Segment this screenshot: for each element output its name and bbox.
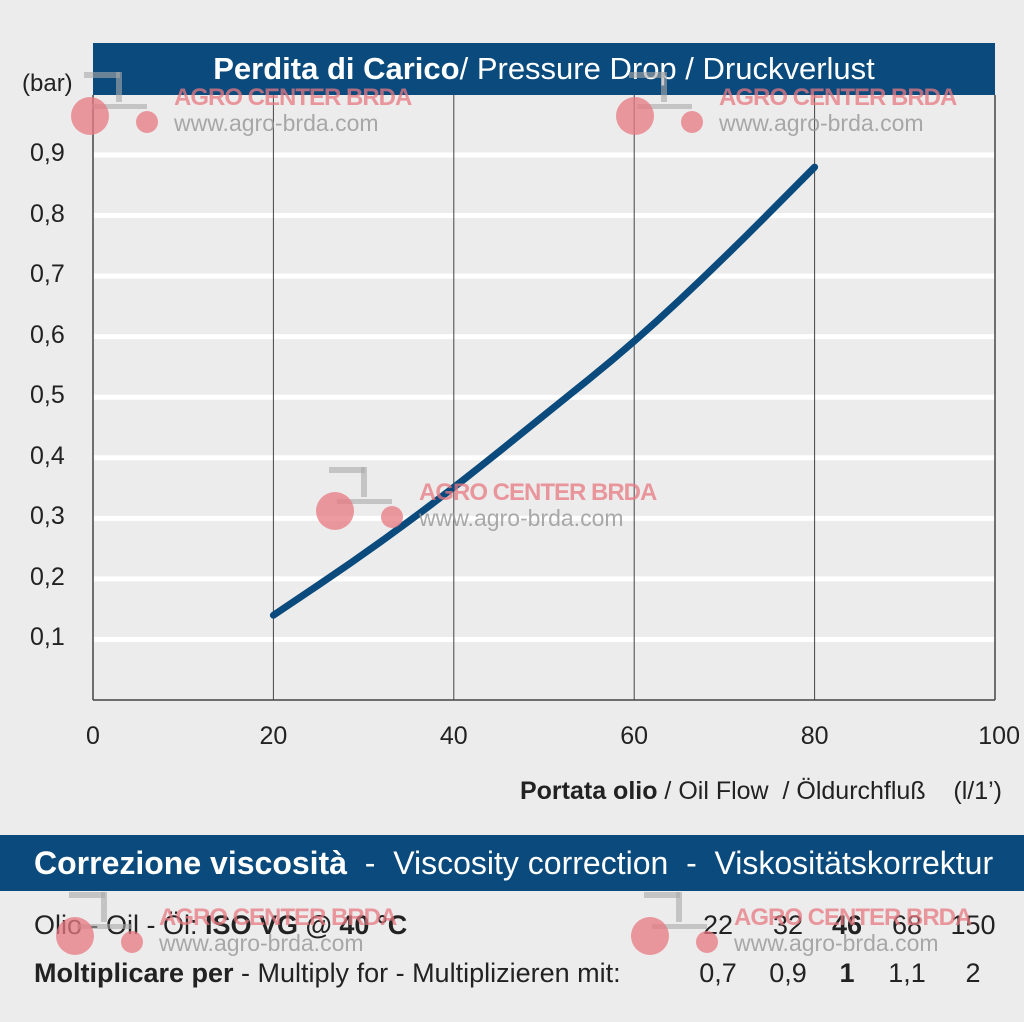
oil-grade-row-label: Olio - Oil - Öl: ISO VG @ 40 °C	[34, 910, 407, 941]
chart-title: Perdita di Carico / Pressure Drop / Druc…	[93, 43, 995, 95]
x-tick-label: 40	[439, 722, 468, 750]
y-tick-label: 0,3	[30, 502, 65, 531]
viscosity-grade-cell: 32	[772, 910, 804, 940]
y-tick-label: 0,1	[30, 623, 65, 652]
chart-title-main: Perdita di Carico	[213, 51, 460, 86]
x-axis-label-rest: / Oil Flow / Öldurchfluß (l/1’)	[657, 777, 1002, 805]
multiply-factor-cell: 0,7	[699, 958, 737, 988]
y-tick-label: 0,8	[30, 199, 65, 228]
x-tick-label: 100	[978, 722, 1020, 750]
x-tick-label: 20	[259, 722, 288, 750]
viscosity-title-rest: - Viscosity correction - Viskositätskorr…	[347, 844, 994, 881]
multiply-factor-cell: 2	[965, 958, 981, 988]
x-tick-label: 0	[86, 722, 100, 750]
y-axis-unit: (bar)	[22, 70, 73, 97]
viscosity-grade-cell: 68	[891, 910, 923, 940]
x-axis-label: Portata olio / Oil Flow / Öldurchfluß (l…	[520, 777, 1002, 806]
y-tick-label: 0,2	[30, 562, 65, 591]
x-tick-label: 80	[800, 722, 829, 750]
x-tick-label: 60	[620, 722, 649, 750]
viscosity-grade-cell: 150	[950, 910, 996, 940]
multiply-label-rest: - Multiply for - Multiplizieren mit:	[233, 958, 621, 988]
pressure-drop-line	[269, 163, 819, 619]
oil-label-iso: ISO VG @ 40 °C	[205, 910, 408, 940]
x-axis-label-main: Portata olio	[519, 777, 658, 805]
multiply-factor-cell: 0,9	[769, 958, 807, 988]
y-tick-label: 0,7	[30, 260, 65, 289]
y-tick-label: 0,5	[30, 381, 65, 410]
viscosity-correction-header: Correzione viscosità - Viscosity correct…	[0, 835, 1024, 891]
multiply-label-main: Moltiplicare per	[34, 958, 234, 988]
viscosity-grade-cell: 22	[702, 910, 734, 940]
viscosity-title-main: Correzione viscosità	[34, 844, 347, 881]
y-tick-label: 0,6	[30, 320, 65, 349]
y-tick-label: 0,9	[30, 139, 65, 167]
viscosity-grade-cell: 46	[831, 910, 863, 940]
y-tick-label: 0,4	[30, 441, 65, 470]
chart-title-suffix: / Pressure Drop / Druckverlust	[459, 51, 875, 86]
multiply-factor-cell: 1	[839, 958, 855, 988]
multiply-row-label: Moltiplicare per - Multiply for - Multip…	[34, 958, 621, 989]
multiply-factor-cell: 1,1	[888, 958, 926, 988]
oil-label: Olio - Oil - Öl:	[34, 910, 206, 940]
